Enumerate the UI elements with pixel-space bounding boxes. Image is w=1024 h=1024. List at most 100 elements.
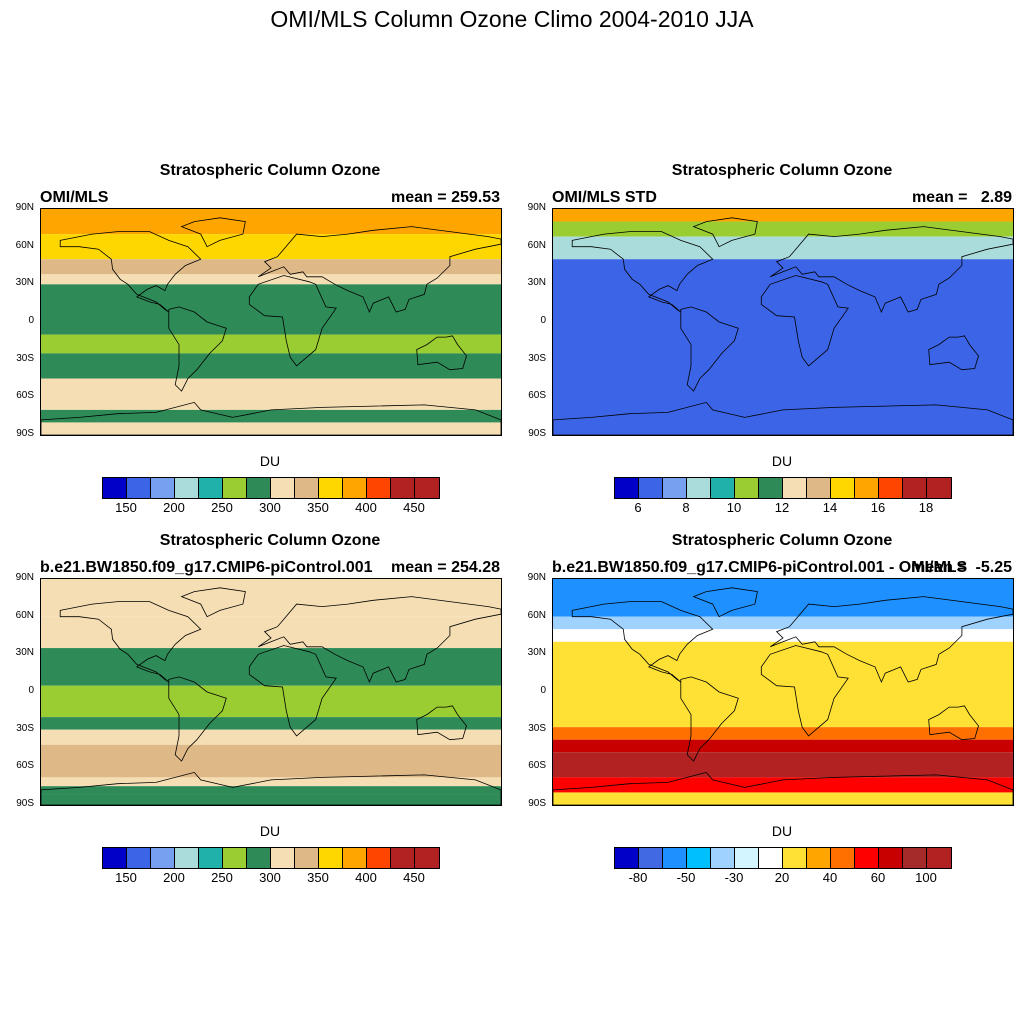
coastline (59, 231, 202, 313)
colorbar-labels: 150 200 250 300 350 400 450 (102, 870, 440, 886)
panel-omi-mls: Stratospheric Column Ozone OMI/MLS mean = … (16, 162, 540, 515)
colorbar-cell (367, 478, 391, 498)
colorbar-tick-label: 100 (915, 870, 937, 885)
contour-band (41, 353, 501, 379)
colorbar (102, 477, 440, 499)
colorbar-labels: 150 200 250 300 350 400 450 (102, 500, 440, 516)
coastline (168, 306, 227, 392)
lat-tick-label: 0 (540, 315, 546, 326)
colorbar-cell (391, 478, 415, 498)
coastline (571, 601, 714, 683)
colorbar-tick-label: 150 (115, 870, 137, 885)
contour-band (41, 234, 501, 260)
contour-band (553, 236, 1013, 260)
lat-tick-label: 90N (527, 572, 546, 583)
panel-mean-string: mean = 254.28 (391, 559, 500, 576)
colorbar-cell (103, 848, 127, 868)
map-svg (41, 209, 501, 435)
lat-tick-label: 90S (16, 798, 34, 809)
coastline (553, 401, 1013, 435)
colorbar-cell (295, 478, 319, 498)
coastline (59, 601, 202, 683)
lat-tick-label: 0 (28, 685, 34, 696)
colorbar-cell (879, 848, 903, 868)
colorbar-cell (415, 848, 439, 868)
lat-tick-label: 30N (527, 647, 546, 659)
panel-left-string: b.e21.BW1850.f09_g17.CMIP6-piControl.001 (40, 559, 373, 576)
contour-band (41, 259, 501, 275)
colorbar-cell (735, 478, 759, 498)
colorbar-tick-label: 14 (822, 500, 838, 515)
map-plot (40, 578, 502, 806)
coastline (168, 676, 227, 762)
coastline (248, 645, 337, 737)
colorbar-cell (783, 848, 807, 868)
map-svg (41, 579, 501, 805)
units-label: DU (771, 823, 793, 839)
lat-tick-label: 30S (16, 722, 34, 734)
colorbar-cell (247, 478, 271, 498)
lat-tick-label: 90N (527, 202, 546, 213)
panel-left-string: b.e21.BW1850.f09_g17.CMIP6-piControl.001… (552, 559, 968, 576)
coastline (180, 587, 246, 618)
colorbar-cell (391, 848, 415, 868)
lat-tick-label: 60N (15, 609, 34, 621)
contour-band (553, 777, 1013, 793)
colorbar-tick-label: -50 (676, 870, 696, 885)
colorbar-tick-label: 60 (870, 870, 886, 885)
colorbar-cell (151, 848, 175, 868)
units-label: DU (771, 453, 793, 469)
colorbar-tick-label: 450 (403, 870, 425, 885)
contour-band (41, 685, 501, 718)
colorbar-cell (319, 478, 343, 498)
colorbar-cell (855, 848, 879, 868)
map-plot (552, 208, 1014, 436)
colorbar-cell (295, 848, 319, 868)
contour-band (553, 752, 1013, 778)
contour-band (41, 717, 501, 730)
colorbar-cell (343, 848, 367, 868)
lat-tick-label: 90S (16, 428, 34, 439)
map-plot (40, 208, 502, 436)
contour-band (41, 284, 501, 335)
colorbar-cell (807, 478, 831, 498)
coastline (571, 231, 714, 313)
contour-band (41, 744, 501, 778)
colorbar-tick-label: -80 (628, 870, 648, 885)
coastline (257, 596, 501, 684)
lat-tick-label: 90S (528, 428, 546, 439)
coastline (257, 226, 501, 314)
coastline (180, 217, 246, 248)
colorbar-cell (663, 478, 687, 498)
colorbar-tick-label: 20 (774, 870, 790, 885)
colorbar-cell (367, 848, 391, 868)
panel-model: Stratospheric Column Ozone b.e21.BW1850.f… (16, 532, 540, 885)
colorbar-tick-label: 300 (259, 500, 281, 515)
colorbar-cell (831, 478, 855, 498)
colorbar-tick-label: 200 (163, 870, 185, 885)
colorbar-tick-label: 12 (774, 500, 790, 515)
panel-mean-string: mean = 2.89 (911, 189, 1012, 206)
colorbar-tick-label: 10 (726, 500, 742, 515)
contour-band (41, 579, 501, 617)
lat-tick-label: 60S (16, 390, 34, 402)
lat-tick-label: 0 (540, 685, 546, 696)
coastline (416, 335, 467, 371)
colorbar-tick-label: 40 (822, 870, 838, 885)
panel-title: Stratospheric Column Ozone (671, 162, 893, 179)
colorbar (102, 847, 440, 869)
units-label: DU (259, 823, 281, 839)
colorbar (614, 847, 952, 869)
coastline (928, 705, 979, 741)
panel-mean-string: mean = 259.53 (391, 189, 500, 206)
contour-band (553, 209, 1013, 222)
colorbar (614, 477, 952, 499)
panel-mean-string: mean = -5.25 (911, 559, 1012, 576)
contour-band (41, 334, 501, 354)
contour-band (553, 221, 1013, 237)
colorbar-cell (927, 478, 951, 498)
colorbar-cell (855, 478, 879, 498)
colorbar-tick-label: 8 (682, 500, 690, 515)
coastline (41, 401, 501, 435)
lat-tick-label: 30S (16, 352, 34, 364)
